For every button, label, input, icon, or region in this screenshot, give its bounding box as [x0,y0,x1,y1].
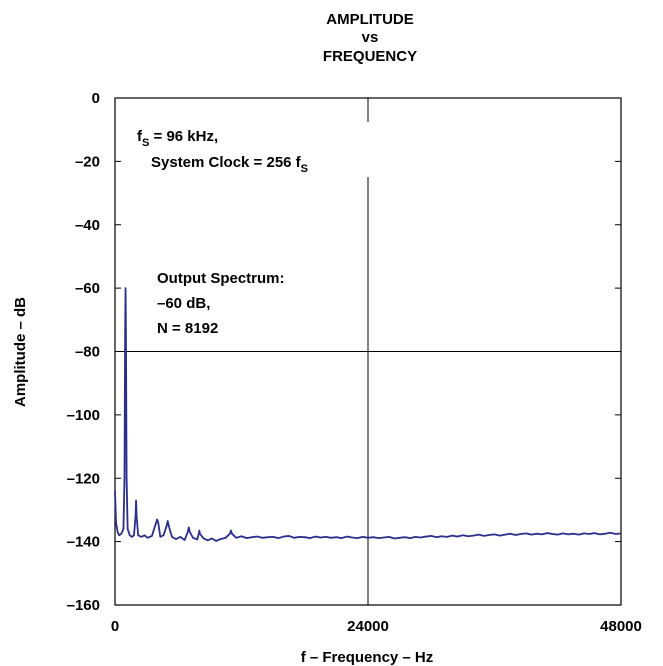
y-tick-label: –80 [75,344,100,361]
y-tick-label: –20 [75,153,100,170]
annotation-clock-line: fS = 96 kHz, [137,128,218,149]
y-tick-label: –160 [67,597,100,614]
annotation-clock-line: System Clock = 256 fS [151,154,308,175]
y-tick-label: –40 [75,217,100,234]
annotation-spectrum-line: Output Spectrum: [157,270,285,287]
x-axis-label: f – Frequency – Hz [301,649,434,666]
annotation-spectrum-line: N = 8192 [157,320,218,337]
y-tick-labels: 0 –20 –40 –60 –80 –100 –120 –140 –160 [67,90,621,614]
grid-lines [115,98,621,605]
y-tick-label: –60 [75,280,100,297]
spectrum-series-line [114,287,622,542]
chart-title-line-2: vs [362,29,379,46]
x-tick-label: 24000 [347,618,389,635]
x-tick-label: 48000 [600,618,642,635]
annotation-spectrum-line: –60 dB, [157,295,210,312]
chart-title-line-3: FREQUENCY [323,48,417,65]
y-axis-label: Amplitude – dB [12,297,29,407]
x-tick-label: 0 [111,618,119,635]
annotation-layer: fS = 96 kHz, System Clock = 256 fS Output … [136,122,398,341]
y-tick-label: 0 [92,90,100,107]
y-tick-label: –120 [67,470,100,487]
y-tick-label: –140 [67,534,100,551]
annotation-background [136,122,398,177]
y-tick-label: –100 [67,407,100,424]
x-tick-labels: 0 24000 48000 [111,599,642,635]
series-layer [114,287,622,542]
chart-title-line-1: AMPLITUDE [326,11,414,28]
annotation-background [150,265,360,341]
